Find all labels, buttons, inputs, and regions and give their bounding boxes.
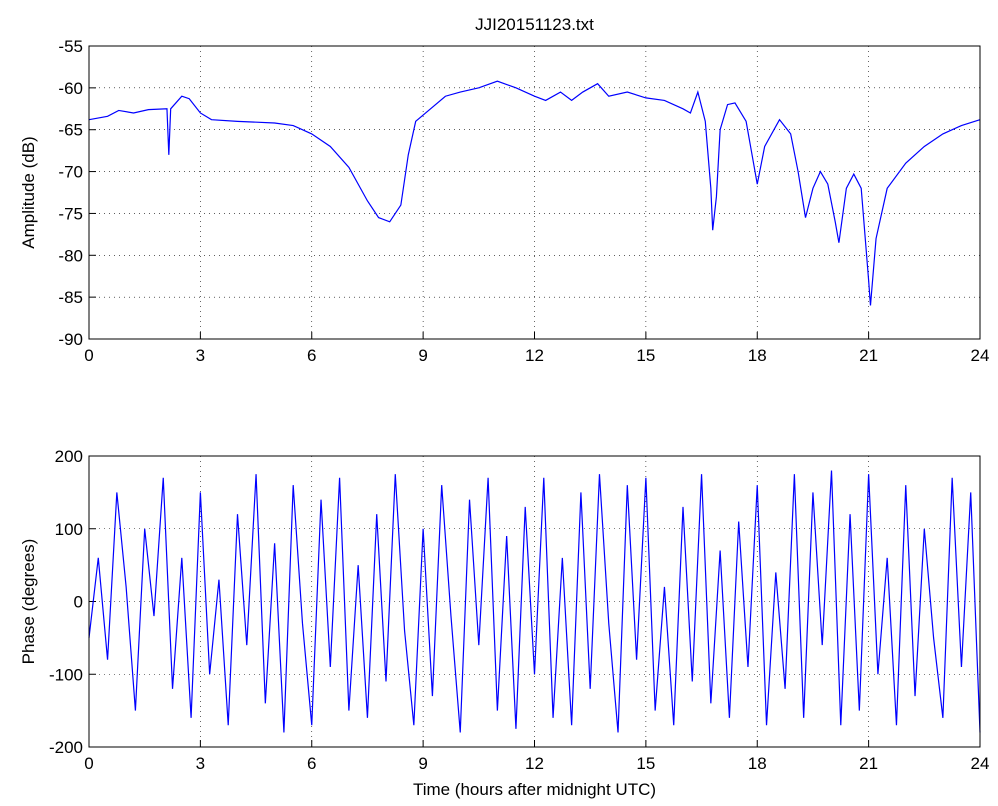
y-tick-label: -70 <box>58 163 83 182</box>
x-tick-label: 21 <box>859 754 878 773</box>
axes-box <box>88 45 981 340</box>
y-axis-label: Phase (degrees) <box>19 539 38 665</box>
x-tick-label: 3 <box>196 754 205 773</box>
x-tick-label: 15 <box>636 346 655 365</box>
x-tick-label: 6 <box>307 346 316 365</box>
y-tick-label: -65 <box>58 121 83 140</box>
axes-box <box>88 455 981 748</box>
x-tick-label: 9 <box>418 346 427 365</box>
x-tick-label: 3 <box>196 346 205 365</box>
x-tick-label: 9 <box>418 754 427 773</box>
x-axis-label: Time (hours after midnight UTC) <box>413 780 656 799</box>
y-tick-label: -90 <box>58 330 83 349</box>
data-line <box>88 80 981 306</box>
x-tick-label: 6 <box>307 754 316 773</box>
y-tick-label: -60 <box>58 79 83 98</box>
x-tick-label: 0 <box>84 754 93 773</box>
y-tick-label: -55 <box>58 37 83 56</box>
x-tick-label: 21 <box>859 346 878 365</box>
y-tick-label: -100 <box>49 665 83 684</box>
plot-area <box>89 46 980 339</box>
y-tick-label: 0 <box>74 593 83 612</box>
x-tick-label: 24 <box>971 346 990 365</box>
x-tick-label: 15 <box>636 754 655 773</box>
data-line <box>88 470 981 733</box>
chart-title: JJI20151123.txt <box>475 15 594 34</box>
x-tick-label: 18 <box>748 346 767 365</box>
x-tick-label: 24 <box>971 754 990 773</box>
y-tick-label: -85 <box>58 288 83 307</box>
y-tick-label: -75 <box>58 204 83 223</box>
y-tick-label: 200 <box>55 447 83 466</box>
x-tick-label: 12 <box>525 754 544 773</box>
x-tick-label: 0 <box>84 346 93 365</box>
y-tick-label: 100 <box>55 520 83 539</box>
x-tick-label: 12 <box>525 346 544 365</box>
x-tick-label: 18 <box>748 754 767 773</box>
y-axis-label: Amplitude (dB) <box>19 136 38 248</box>
y-tick-label: -200 <box>49 738 83 757</box>
y-tick-label: -80 <box>58 246 83 265</box>
